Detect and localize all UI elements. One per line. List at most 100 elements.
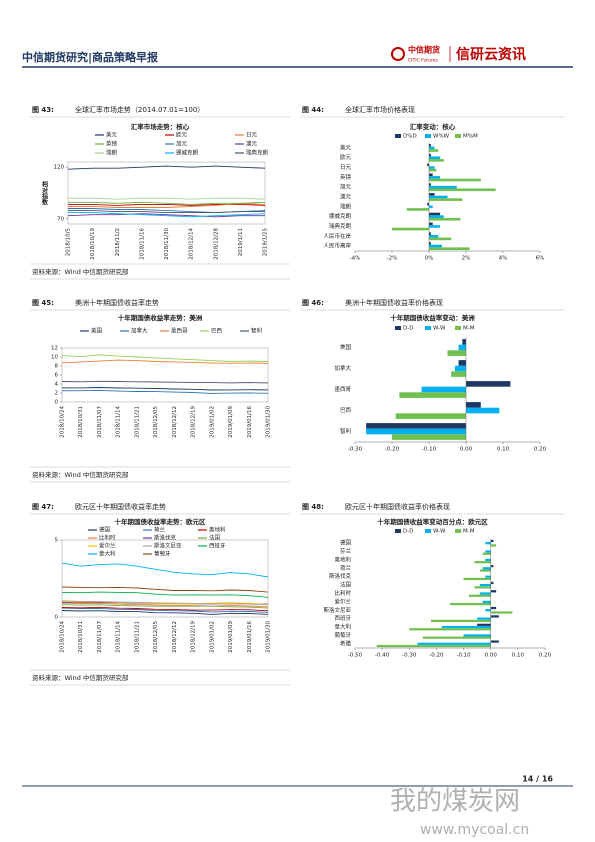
bar bbox=[366, 428, 466, 435]
x-tick-label: 2019/1/11 bbox=[238, 228, 244, 256]
bar bbox=[451, 371, 466, 377]
bar bbox=[454, 365, 466, 372]
bar bbox=[485, 609, 491, 612]
category-label: 美元 bbox=[340, 143, 352, 151]
series-line bbox=[68, 203, 266, 206]
bar bbox=[399, 392, 466, 398]
page-number: 14 / 16 bbox=[522, 775, 553, 784]
legend-swatch bbox=[425, 529, 431, 533]
y-tick-label: 2 bbox=[55, 391, 59, 397]
bar bbox=[485, 542, 491, 545]
x-tick-label: 0.00 bbox=[460, 447, 473, 453]
logo-icon bbox=[391, 47, 405, 61]
x-tick-label: 2018/11/07 bbox=[97, 406, 103, 438]
series-line bbox=[68, 201, 266, 205]
bar bbox=[474, 561, 491, 564]
logo-en: CITIC Futures bbox=[408, 58, 438, 64]
x-tick-label: 2018/11/16 bbox=[139, 228, 145, 260]
bar bbox=[429, 178, 481, 182]
bar bbox=[466, 381, 511, 387]
legend-label: 斯洛文尼亚 bbox=[154, 542, 182, 550]
legend-label: 斯洛伐克 bbox=[154, 534, 177, 542]
x-tick-label: -0.30 bbox=[348, 447, 363, 453]
bar bbox=[429, 217, 461, 221]
figure-title: 全球汇率市场价格表现 bbox=[345, 105, 415, 114]
x-tick-label: -0.10 bbox=[422, 447, 437, 453]
bar bbox=[485, 558, 491, 562]
series-line bbox=[61, 387, 269, 391]
x-tick-label: 2018/12/05 bbox=[153, 621, 159, 653]
category-label: 荷兰 bbox=[340, 564, 352, 572]
series-line bbox=[61, 600, 269, 606]
category-label: 意大利 bbox=[334, 623, 351, 631]
bar bbox=[429, 188, 496, 192]
category-label: 比利时 bbox=[334, 589, 351, 597]
bar bbox=[376, 644, 491, 648]
bar bbox=[490, 615, 499, 618]
x-tick-label: 2019/1/25 bbox=[263, 228, 269, 257]
category-label: 巴西 bbox=[340, 407, 352, 414]
category-label: 墨西哥 bbox=[334, 386, 351, 393]
series-line bbox=[61, 562, 269, 578]
figure-title: 美洲十年期国债收益率走势 bbox=[75, 298, 159, 307]
bar bbox=[395, 413, 466, 419]
series-line bbox=[61, 602, 269, 608]
x-tick-label: 2018/10/24 bbox=[60, 406, 66, 438]
bar bbox=[429, 168, 437, 172]
x-tick-label: 2018/12/14 bbox=[189, 228, 195, 260]
x-tick-label: -0.20 bbox=[385, 447, 400, 453]
bar bbox=[429, 149, 439, 152]
bar bbox=[469, 594, 491, 597]
legend-label: 英镑 bbox=[106, 140, 118, 148]
legend-label: W-W bbox=[433, 326, 446, 332]
bar bbox=[462, 339, 466, 345]
legend-label: M%M bbox=[463, 134, 478, 140]
bar bbox=[482, 567, 491, 570]
bar bbox=[392, 227, 429, 231]
bar bbox=[429, 185, 457, 189]
y-tick-label: 0 bbox=[55, 615, 59, 621]
legend-swatch bbox=[455, 326, 461, 330]
legend-label: 荷兰 bbox=[154, 526, 166, 534]
category-label: 芬兰 bbox=[340, 547, 352, 555]
legend-label: 智利 bbox=[251, 327, 262, 335]
category-label: 瑞朗 bbox=[340, 202, 352, 210]
bar bbox=[429, 143, 431, 147]
legend-swatch bbox=[425, 326, 431, 330]
bar bbox=[427, 202, 429, 206]
bar bbox=[429, 173, 433, 177]
bar bbox=[429, 242, 431, 245]
bar bbox=[466, 407, 500, 414]
bar bbox=[429, 247, 470, 251]
x-tick-label: 6% bbox=[536, 256, 545, 262]
x-tick-label: 2018/12/28 bbox=[213, 228, 219, 260]
bar bbox=[429, 156, 441, 160]
legend-label: D-D bbox=[403, 529, 413, 535]
x-tick-label: 2018/12/19 bbox=[191, 621, 197, 653]
bar bbox=[479, 592, 491, 595]
bar bbox=[490, 544, 497, 547]
bar bbox=[392, 434, 466, 440]
x-tick-label: 0% bbox=[425, 256, 434, 262]
chart-title: 十年期国债收益率走势：欧元区 bbox=[115, 517, 207, 526]
x-tick-label: 2018/10/24 bbox=[60, 621, 66, 653]
category-label: 西班牙 bbox=[334, 614, 351, 622]
legend-label: 比利时 bbox=[99, 534, 116, 542]
bar bbox=[482, 600, 491, 604]
category-label: 加拿大 bbox=[334, 364, 351, 372]
brand: 信研云资讯 bbox=[456, 46, 526, 63]
x-tick-label: 2019/01/16 bbox=[247, 406, 253, 438]
bar bbox=[429, 146, 435, 150]
x-tick-label: 2018/12/19 bbox=[191, 406, 197, 438]
y-tick-label: 5 bbox=[55, 538, 59, 544]
legend-label: W%W bbox=[433, 134, 450, 140]
series-line bbox=[61, 607, 269, 613]
series-line bbox=[67, 165, 266, 170]
legend-label: D%D bbox=[403, 134, 417, 140]
series-line bbox=[68, 202, 266, 208]
series-line bbox=[61, 610, 269, 615]
bar bbox=[458, 344, 466, 351]
category-label: 奥地利 bbox=[334, 555, 351, 563]
y-tick-label: 6 bbox=[55, 373, 59, 379]
figure-label: 图 47: bbox=[32, 502, 54, 511]
